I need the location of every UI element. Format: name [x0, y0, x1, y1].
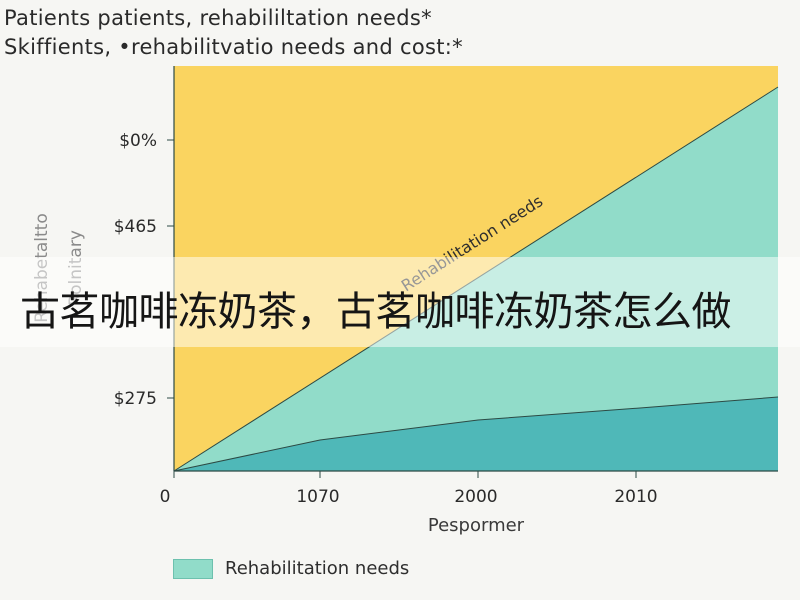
cost-line	[173, 396, 779, 472]
x-axis-title: Pespormer	[428, 515, 525, 536]
legend-swatch	[173, 558, 213, 579]
y-tick-label: $0%	[119, 131, 157, 151]
x-tick-label: 0	[160, 487, 171, 507]
chart-subtitle: Skiffients, •rehabilitvatio needs and co…	[4, 35, 463, 59]
legend-label: Rehabilitation needs	[225, 558, 410, 579]
y-tick-label: $465	[114, 217, 157, 237]
overlay-banner: 古茗咖啡冻奶茶，古茗咖啡冻奶茶怎么做	[0, 257, 800, 347]
title-block: Patients patients, rehabililtation needs…	[4, 4, 463, 62]
x-tick-label: 1070	[296, 487, 339, 507]
cost-area	[174, 397, 778, 471]
x-tick-label: 2000	[454, 487, 497, 507]
chart-title: Patients patients, rehabililtation needs…	[4, 6, 432, 30]
y-tick-label: $275	[114, 389, 157, 409]
legend: Rehabilitation needs	[173, 558, 409, 579]
x-tick-label: 2010	[614, 487, 657, 507]
banner-text: 古茗咖啡冻奶茶，古茗咖啡冻奶茶怎么做	[20, 289, 732, 335]
